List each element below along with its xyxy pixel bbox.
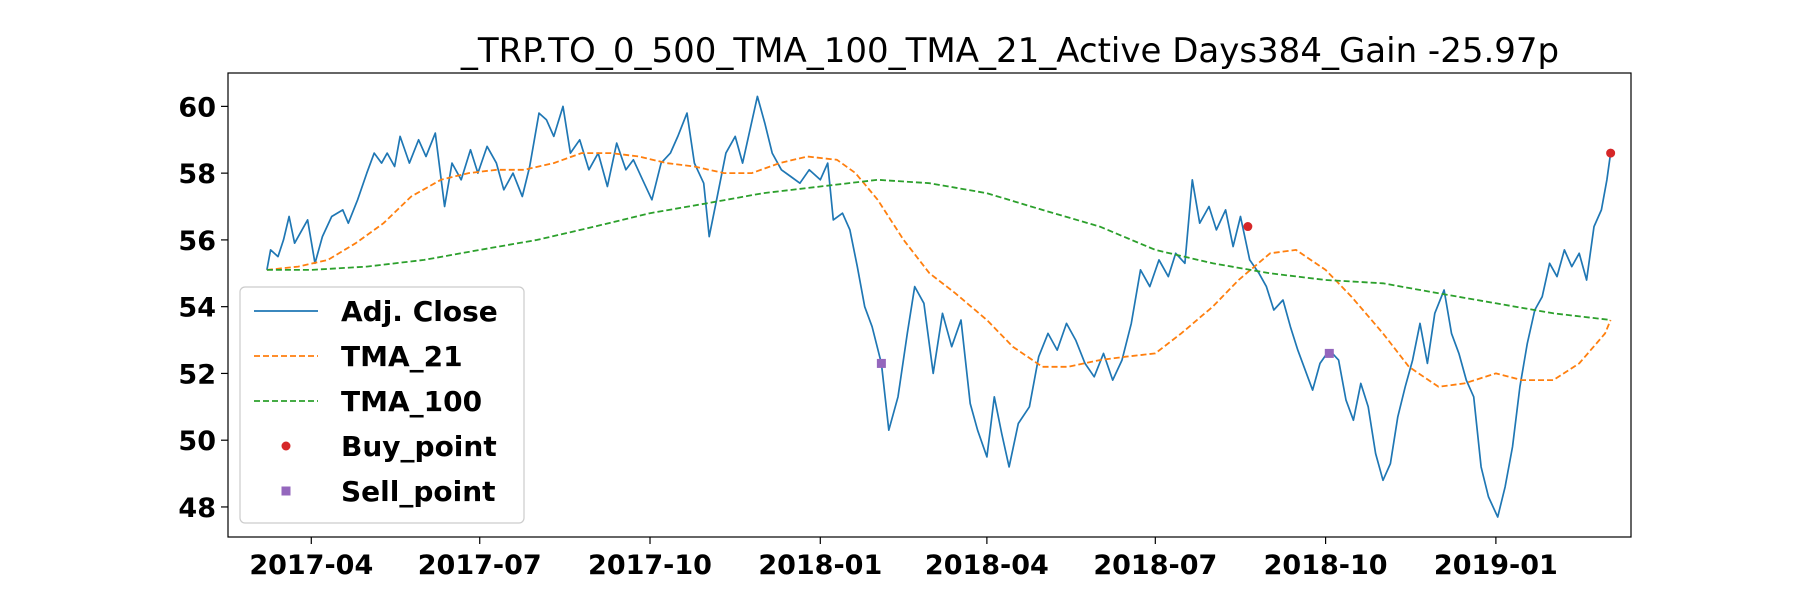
- x-tick-label: 2018-07: [1093, 550, 1217, 581]
- x-tick-label: 2019-01: [1434, 550, 1558, 581]
- x-tick-label: 2018-01: [758, 550, 882, 581]
- y-axis: 48 50 52 54 56 58 60: [178, 92, 228, 524]
- legend-box: [239, 286, 525, 524]
- y-tick-label: 50: [178, 426, 216, 457]
- x-tick-label: 2018-10: [1264, 550, 1388, 581]
- x-axis: 2017-04 2017-07 2017-10 2018-01 2018-04 2018-…: [249, 537, 1558, 581]
- legend-label-buy-point: Buy_point: [341, 430, 497, 463]
- markers-layer: [876, 148, 1616, 368]
- x-tick-label: 2017-10: [588, 550, 712, 581]
- plot-frame: [227, 72, 1632, 538]
- legend: Adj. Close TMA_21 TMA_100 Buy_point Sell_poi…: [239, 286, 525, 524]
- sell-point-marker: [876, 358, 886, 368]
- chart-title: _TRP.TO_0_500_TMA_100_TMA_21_Active Days…: [460, 31, 1559, 71]
- series-line-adj-close: [266, 95, 1612, 518]
- series-line-tma-21: [266, 152, 1612, 388]
- plot-area: [266, 95, 1612, 518]
- legend-label-tma-21: TMA_21: [341, 340, 463, 373]
- legend-swatch-sell-point: [281, 486, 291, 496]
- x-tick-label: 2018-04: [925, 550, 1049, 581]
- legend-label-sell-point: Sell_point: [341, 475, 496, 508]
- legend-label-adj-close: Adj. Close: [341, 295, 498, 328]
- buy-point-marker: [1606, 148, 1616, 158]
- series-line-tma-100: [266, 178, 1611, 321]
- buy-point-marker: [1243, 222, 1253, 232]
- x-tick-label: 2017-07: [418, 550, 542, 581]
- sell-point-marker: [1324, 348, 1334, 358]
- y-tick-label: 58: [178, 159, 216, 190]
- y-tick-label: 52: [178, 359, 216, 390]
- x-tick-label: 2017-04: [249, 550, 373, 581]
- y-tick-label: 48: [178, 493, 216, 524]
- y-tick-label: 56: [178, 226, 216, 257]
- legend-label-tma-100: TMA_100: [341, 385, 482, 418]
- y-tick-label: 60: [178, 92, 216, 123]
- legend-swatch-buy-point: [281, 441, 291, 451]
- y-tick-label: 54: [178, 293, 216, 324]
